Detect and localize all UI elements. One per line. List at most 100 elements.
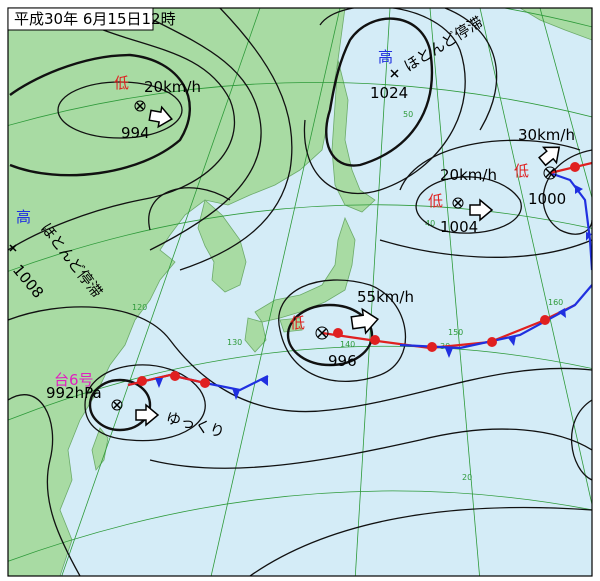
high-center (9, 244, 17, 252)
isobar (303, 8, 466, 195)
isobar (8, 8, 236, 251)
front-symbol (155, 378, 163, 388)
typhoon-center (113, 401, 121, 409)
isobar (8, 306, 592, 413)
isobar (379, 239, 592, 258)
low-center (136, 102, 144, 110)
low-pressure: 994 (121, 124, 150, 142)
isobar (129, 8, 262, 251)
stationary-front (399, 284, 592, 350)
isobars (8, 8, 592, 576)
kyushu (244, 317, 267, 353)
isobar (9, 53, 191, 177)
grid-label: 160 (548, 298, 563, 307)
typhoon-center (111, 399, 123, 411)
low-center (134, 100, 146, 112)
isobar (179, 8, 293, 271)
high-pressure: 1024 (370, 84, 408, 102)
isobar (249, 506, 592, 576)
lat-line (8, 204, 592, 272)
front-symbol (170, 371, 180, 381)
typhoon-pressure: 992hPa (46, 384, 102, 402)
low-symbol: 低 (114, 74, 129, 92)
lat-line (8, 490, 592, 562)
front-symbol (260, 376, 268, 386)
low-speed: 20km/h (144, 78, 201, 96)
centers (9, 69, 557, 411)
isobar (278, 279, 407, 382)
isobar (286, 303, 374, 367)
hokkaido (331, 59, 376, 213)
isobar (84, 364, 206, 442)
grid-label: 120 (132, 303, 147, 312)
lon-line (539, 8, 592, 200)
lon-line (61, 8, 261, 576)
taiwan (91, 427, 109, 471)
isobar (148, 187, 231, 231)
korea (197, 199, 247, 293)
continent (8, 8, 346, 576)
isobar (542, 149, 592, 235)
front-symbol (137, 376, 147, 386)
low-pressure: 1000 (528, 190, 566, 208)
front-symbol (370, 335, 380, 345)
low-speed: 30km/h (518, 126, 575, 144)
motion-arrows (135, 105, 561, 427)
lon-line (354, 8, 391, 576)
front-symbol (558, 308, 566, 318)
typhoon-name: 台6号 (54, 371, 94, 389)
low-center (452, 197, 464, 209)
front-symbol (508, 336, 516, 346)
lon-line (210, 8, 341, 576)
lat-line (8, 345, 592, 421)
low-speed: 20km/h (440, 166, 497, 184)
low-center (545, 168, 555, 178)
low-symbol: 低 (428, 192, 443, 210)
low-center (543, 166, 557, 180)
high-center (390, 69, 399, 78)
map-title: 平成30年 6月15日12時 (14, 10, 176, 28)
lon-line (429, 8, 480, 576)
low-pressure: 996 (328, 352, 357, 370)
front-symbol (200, 378, 210, 388)
low-center (454, 199, 462, 207)
low-pressure: 1004 (440, 218, 478, 236)
low-center (315, 326, 329, 340)
title-box (7, 7, 154, 31)
front-symbol (540, 315, 550, 325)
front-symbol (487, 337, 497, 347)
lon-line (479, 8, 592, 507)
fronts (127, 161, 592, 400)
isobar (570, 399, 592, 481)
isobar (57, 81, 183, 139)
motion-arrow (350, 307, 380, 335)
grid-label: 140 (340, 340, 355, 349)
motion-arrow (135, 403, 160, 427)
front-symbol (427, 342, 437, 352)
low-symbol: 低 (514, 162, 529, 180)
front-symbol (445, 348, 453, 358)
grid-label: 150 (448, 328, 463, 337)
front-symbol (333, 328, 343, 338)
grid-label: 40 (425, 219, 435, 228)
high-symbol: 高 (378, 48, 393, 66)
motion-arrow (469, 198, 494, 222)
grid-label: 20 (462, 473, 472, 482)
isobar (415, 176, 522, 234)
front-symbol (570, 162, 580, 172)
kamchatka (519, 8, 592, 41)
motion-arrow (148, 105, 173, 129)
map-frame (7, 7, 593, 577)
grid-label: 50 (403, 110, 413, 119)
front-symbol (575, 185, 583, 194)
isobar (88, 378, 152, 432)
low-symbol: 低 (290, 314, 305, 332)
motion-arrow (538, 146, 561, 167)
low-speed: 55km/h (357, 288, 414, 306)
isobar (399, 139, 581, 191)
front-symbol (232, 388, 240, 400)
low-center (317, 328, 327, 338)
